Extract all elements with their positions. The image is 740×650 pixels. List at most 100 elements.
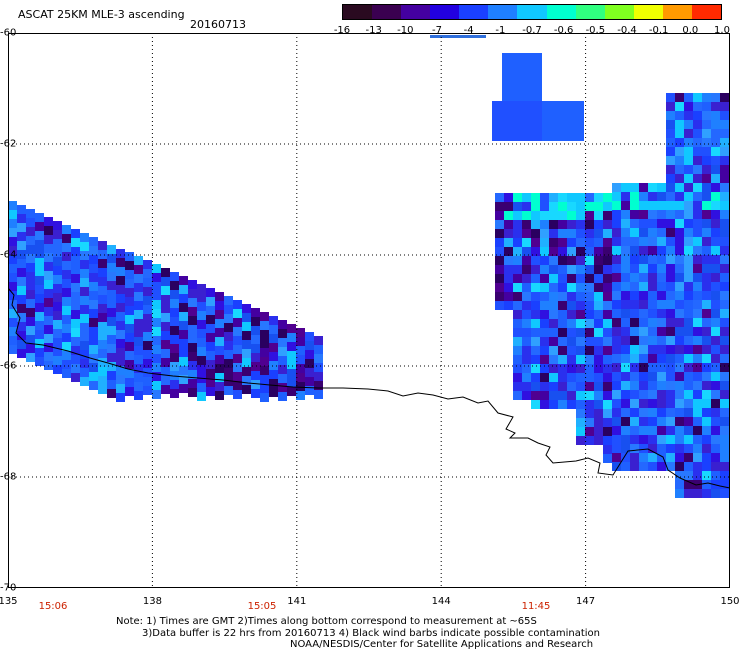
swath-cell [80, 305, 89, 314]
swath-cell [684, 453, 693, 462]
swath-cell [648, 300, 657, 309]
swath-cell [675, 174, 684, 183]
swath-cell [53, 320, 62, 329]
swath-cell [504, 202, 513, 211]
swath-cell [675, 336, 684, 345]
latitude-label: -66 [0, 360, 17, 372]
swath-cell [251, 362, 260, 371]
swath-cell [62, 333, 71, 342]
swath-cell [206, 297, 215, 306]
swath-cell [594, 247, 603, 256]
swath-cell [125, 342, 134, 351]
swath-cell [513, 238, 522, 247]
swath-cell [702, 300, 711, 309]
swath-cell [684, 138, 693, 147]
swath-cell [648, 183, 657, 192]
swath-cell [558, 301, 567, 310]
swath-cell [693, 363, 702, 372]
swath-cell [720, 399, 729, 408]
swath-cell [134, 274, 143, 283]
swath-cell [612, 282, 621, 291]
swath-cell [513, 346, 522, 355]
swath-cell [558, 364, 567, 373]
swath-cell [215, 319, 224, 328]
swath-cell [720, 147, 729, 156]
pass-time-label: 11:45 [521, 601, 551, 612]
swath-cell [585, 247, 594, 256]
swath-cell [657, 291, 666, 300]
swath-cell [62, 279, 71, 288]
swath-cell [702, 111, 711, 120]
swath-cell [684, 327, 693, 336]
swath-cell [170, 380, 179, 389]
swath-cell [720, 390, 729, 399]
swath-cell [666, 147, 675, 156]
swath-cell [576, 211, 585, 220]
swath-cell [711, 246, 720, 255]
swath-cell [666, 237, 675, 246]
swath-cell [684, 219, 693, 228]
swath-cell [233, 354, 242, 363]
swath-cell [62, 243, 71, 252]
swath-cell [693, 138, 702, 147]
swath-cell [80, 296, 89, 305]
swath-cell [657, 255, 666, 264]
swath-cell [531, 283, 540, 292]
swath-cell [657, 309, 666, 318]
swath-cell [558, 355, 567, 364]
swath-cell [125, 360, 134, 369]
swath-cell [531, 400, 540, 409]
swath-cell [693, 156, 702, 165]
swath-cell [657, 399, 666, 408]
swath-cell [693, 147, 702, 156]
swath-cell [179, 312, 188, 321]
swath-cell [17, 259, 26, 268]
swath-cell [621, 309, 630, 318]
swath-cell [630, 399, 639, 408]
swath-cell [8, 291, 17, 300]
swath-cell [711, 237, 720, 246]
swath-cell [603, 310, 612, 319]
swath-cell [675, 444, 684, 453]
swath-cell [711, 318, 720, 327]
swath-cell [540, 373, 549, 382]
swath-cell [558, 211, 567, 220]
swath-cell [594, 364, 603, 373]
swath-cell [8, 309, 17, 318]
swath-cell [107, 326, 116, 335]
swath-cell [179, 321, 188, 330]
colorbar-tick-label: -0.5 [585, 25, 606, 36]
swath-cell [684, 471, 693, 480]
swath-cell [612, 228, 621, 237]
swath-cell [594, 274, 603, 283]
swath-cell [116, 267, 125, 276]
swath-cell [675, 264, 684, 273]
swath-cell [612, 462, 621, 471]
swath-cell [495, 256, 504, 265]
swath-cell [684, 390, 693, 399]
swath-cell [675, 345, 684, 354]
colorbar-tick-label: 0.0 [682, 25, 699, 36]
swath-cell [188, 379, 197, 388]
swath-cell [666, 309, 675, 318]
swath-cell [657, 462, 666, 471]
swath-cell [603, 238, 612, 247]
swath-cell [513, 373, 522, 382]
swath-cell [675, 471, 684, 480]
swath-cell [314, 390, 323, 399]
swath-cell [585, 211, 594, 220]
swath-cell [720, 300, 729, 309]
swath-cell [161, 349, 170, 358]
swath-cell [648, 201, 657, 210]
swath-cell [224, 314, 233, 323]
swath-cell [657, 372, 666, 381]
swath-cell [666, 255, 675, 264]
swath-cell [621, 399, 630, 408]
swath-cell [215, 310, 224, 319]
swath-cell [666, 129, 675, 138]
swath-cell [251, 371, 260, 380]
swath-cell [522, 364, 531, 373]
swath-cell [666, 183, 675, 192]
swath-cell [684, 120, 693, 129]
swath-cell [522, 301, 531, 310]
